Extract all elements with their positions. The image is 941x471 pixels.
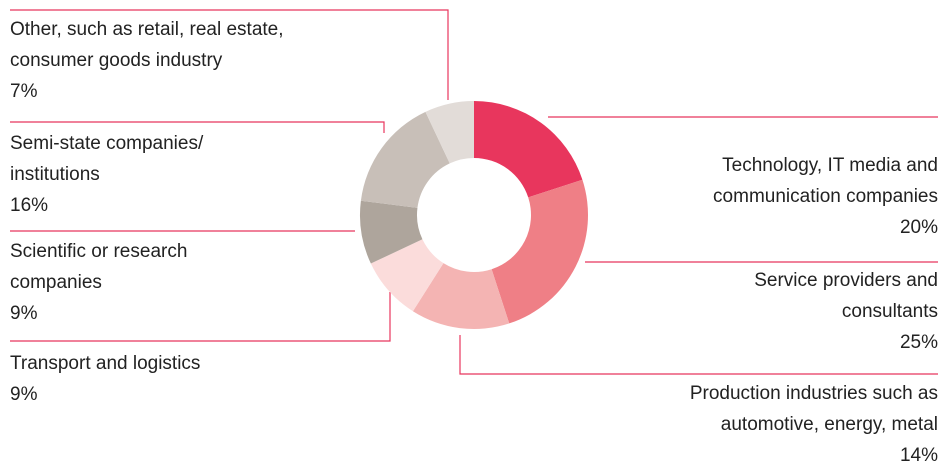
- value-label: 20%: [899, 217, 938, 238]
- slice-label: Technology, IT media and communication c…: [648, 150, 938, 243]
- value-label: 9%: [10, 303, 38, 324]
- slice-label: Production industries such as automotive…: [608, 378, 938, 471]
- category-name: Technology, IT media and communication c…: [713, 155, 938, 207]
- donut-slice: [425, 101, 474, 164]
- category-name: Scientific or research companies: [10, 241, 188, 293]
- category-name: Production industries such as automotive…: [689, 383, 938, 435]
- leader-lines: [10, 9, 938, 375]
- category-name: Other, such as retail, real estate, cons…: [10, 19, 284, 71]
- value-label: 25%: [899, 332, 938, 353]
- value-label: 16%: [10, 195, 49, 216]
- value-label: 7%: [10, 81, 38, 102]
- slice-label: Other, such as retail, real estate, cons…: [10, 14, 360, 107]
- category-name: Transport and logistics: [10, 353, 201, 374]
- value-label: 9%: [10, 384, 38, 405]
- leader-line: [10, 292, 391, 342]
- value-label: 14%: [899, 445, 938, 466]
- donut-slice: [491, 179, 588, 324]
- category-name: Service providers and consultants: [754, 270, 938, 322]
- donut-slice: [370, 239, 444, 312]
- slice-label: Semi-state companies/ institutions 16%: [10, 128, 280, 221]
- category-name: Semi-state companies/ institutions: [10, 133, 204, 185]
- slice-label: Transport and logistics 9%: [10, 348, 310, 410]
- donut-slice: [474, 101, 583, 198]
- donut-slice: [412, 263, 510, 330]
- slice-label: Scientific or research companies 9%: [10, 236, 260, 329]
- donut-slice: [360, 111, 450, 208]
- slice-label: Service providers and consultants 25%: [688, 265, 938, 358]
- donut-slice: [359, 200, 423, 264]
- leader-line: [459, 335, 938, 375]
- leader-line: [10, 121, 385, 133]
- leader-line: [10, 9, 449, 100]
